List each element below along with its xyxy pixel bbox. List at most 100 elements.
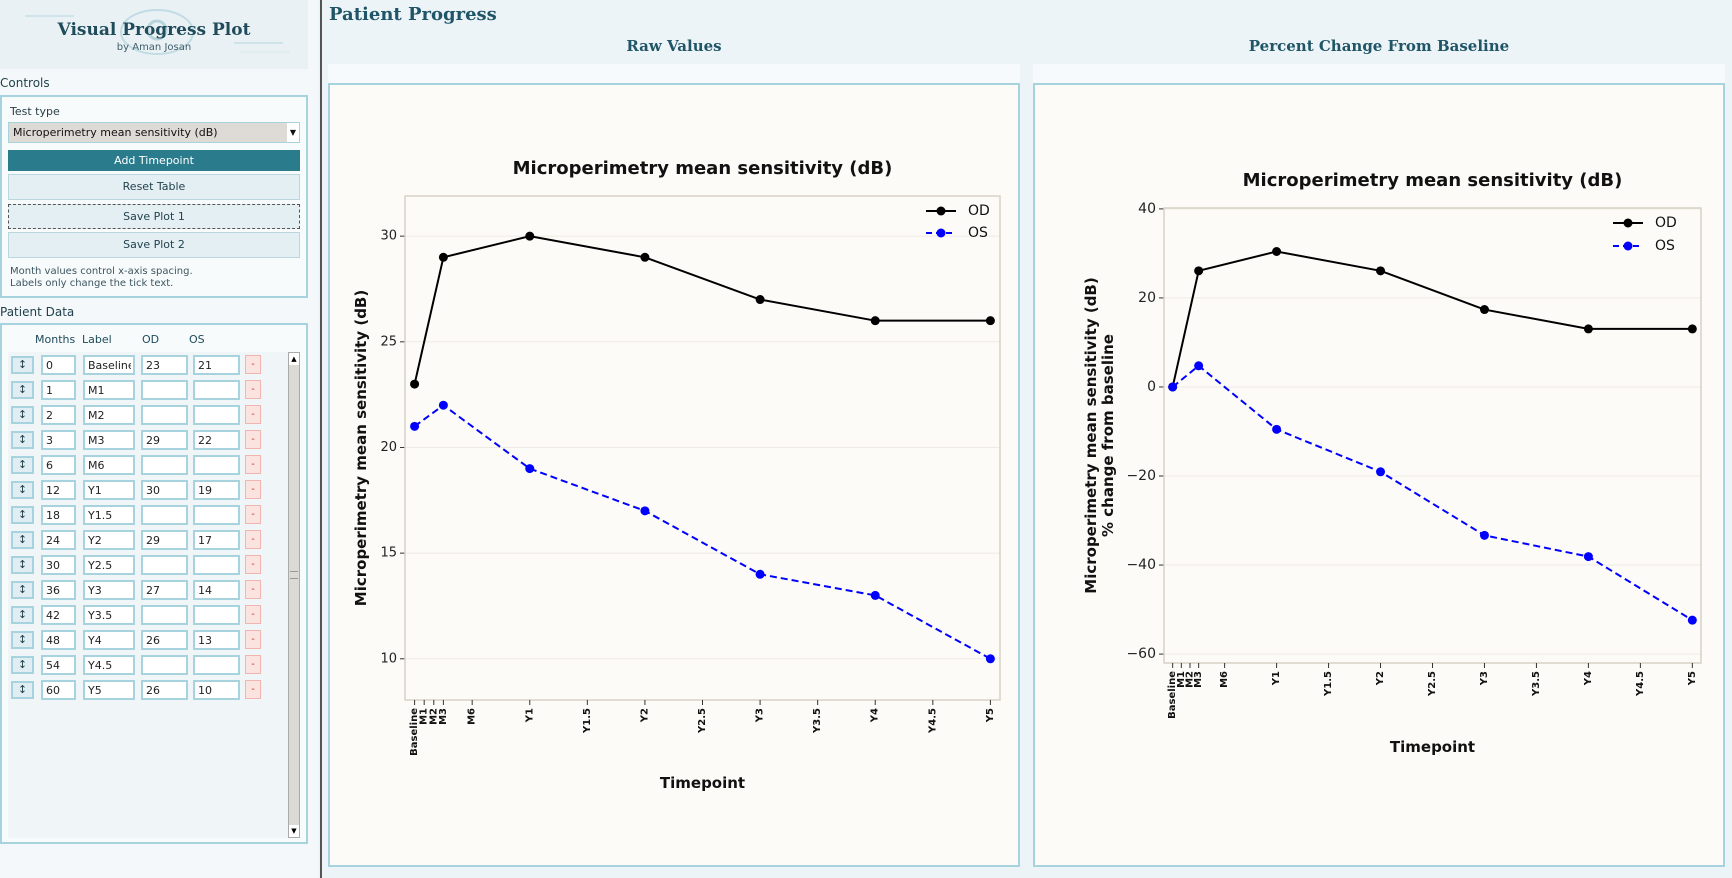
scroll-up-icon[interactable]: ▲ <box>289 353 299 365</box>
label-input[interactable] <box>83 605 135 625</box>
remove-row-button[interactable]: - <box>245 530 261 549</box>
os-input[interactable] <box>193 505 240 525</box>
remove-row-button[interactable]: - <box>245 655 261 674</box>
move-row-button[interactable]: ↕ <box>11 631 34 649</box>
move-row-button[interactable]: ↕ <box>11 531 34 549</box>
controls-label: Controls <box>0 76 50 90</box>
months-input[interactable] <box>41 430 76 450</box>
label-input[interactable] <box>83 680 135 700</box>
months-input[interactable] <box>41 655 76 675</box>
os-input[interactable] <box>193 555 240 575</box>
months-input[interactable] <box>41 405 76 425</box>
months-input[interactable] <box>41 455 76 475</box>
move-row-button[interactable]: ↕ <box>11 606 34 624</box>
move-row-button[interactable]: ↕ <box>11 581 34 599</box>
remove-row-button[interactable]: - <box>245 630 261 649</box>
os-input[interactable] <box>193 680 240 700</box>
remove-row-button[interactable]: - <box>245 555 261 574</box>
od-input[interactable] <box>141 505 188 525</box>
move-row-button[interactable]: ↕ <box>11 431 34 449</box>
move-row-button[interactable]: ↕ <box>11 381 34 399</box>
os-input[interactable] <box>193 480 240 500</box>
remove-row-button[interactable]: - <box>245 480 261 499</box>
months-input[interactable] <box>41 355 76 375</box>
remove-row-button[interactable]: - <box>245 455 261 474</box>
remove-row-button[interactable]: - <box>245 355 261 374</box>
move-row-button[interactable]: ↕ <box>11 681 34 699</box>
os-input[interactable] <box>193 355 240 375</box>
add-timepoint-button[interactable]: Add Timepoint <box>8 150 300 171</box>
save-plot-1-button[interactable]: Save Plot 1 <box>8 204 300 229</box>
od-input[interactable] <box>141 630 188 650</box>
remove-row-button[interactable]: - <box>245 430 261 449</box>
months-input[interactable] <box>41 580 76 600</box>
os-input[interactable] <box>193 380 240 400</box>
months-input[interactable] <box>41 555 76 575</box>
label-input[interactable] <box>83 630 135 650</box>
os-input[interactable] <box>193 655 240 675</box>
months-input[interactable] <box>41 630 76 650</box>
od-input[interactable] <box>141 605 188 625</box>
label-input[interactable] <box>83 480 135 500</box>
data-point-os <box>1479 530 1489 540</box>
od-input[interactable] <box>141 680 188 700</box>
months-input[interactable] <box>41 605 76 625</box>
remove-row-button[interactable]: - <box>245 580 261 599</box>
od-input[interactable] <box>141 380 188 400</box>
label-input[interactable] <box>83 505 135 525</box>
od-input[interactable] <box>141 530 188 550</box>
label-input[interactable] <box>83 580 135 600</box>
move-row-button[interactable]: ↕ <box>11 556 34 574</box>
move-row-button[interactable]: ↕ <box>11 656 34 674</box>
save-plot-2-button[interactable]: Save Plot 2 <box>8 232 300 258</box>
scroll-thumb-grip[interactable] <box>290 571 298 579</box>
scroll-down-icon[interactable]: ▼ <box>289 825 299 837</box>
remove-row-button[interactable]: - <box>245 605 261 624</box>
od-input[interactable] <box>141 355 188 375</box>
data-point-os <box>1272 424 1282 434</box>
move-row-button[interactable]: ↕ <box>11 456 34 474</box>
os-input[interactable] <box>193 580 240 600</box>
remove-row-button[interactable]: - <box>245 680 261 699</box>
os-input[interactable] <box>193 455 240 475</box>
move-row-button[interactable]: ↕ <box>11 356 34 374</box>
os-input[interactable] <box>193 430 240 450</box>
os-input[interactable] <box>193 605 240 625</box>
od-input[interactable] <box>141 405 188 425</box>
sidebar-divider[interactable] <box>320 0 322 878</box>
od-input[interactable] <box>141 480 188 500</box>
od-input[interactable] <box>141 455 188 475</box>
months-input[interactable] <box>41 480 76 500</box>
move-row-button[interactable]: ↕ <box>11 481 34 499</box>
label-input[interactable] <box>83 455 135 475</box>
label-input[interactable] <box>83 355 135 375</box>
data-point-os <box>1687 615 1697 625</box>
months-input[interactable] <box>41 380 76 400</box>
os-input[interactable] <box>193 405 240 425</box>
move-row-button[interactable]: ↕ <box>11 506 34 524</box>
move-row-button[interactable]: ↕ <box>11 406 34 424</box>
od-input[interactable] <box>141 655 188 675</box>
months-input[interactable] <box>41 530 76 550</box>
od-input[interactable] <box>141 430 188 450</box>
remove-row-button[interactable]: - <box>245 380 261 399</box>
od-input[interactable] <box>141 580 188 600</box>
table-scrollbar[interactable]: ▲ ▼ <box>288 352 300 838</box>
label-input[interactable] <box>83 430 135 450</box>
label-input[interactable] <box>83 655 135 675</box>
chevron-down-icon[interactable]: ▼ <box>287 123 299 142</box>
remove-row-button[interactable]: - <box>245 505 261 524</box>
label-input[interactable] <box>83 530 135 550</box>
os-input[interactable] <box>193 630 240 650</box>
months-input[interactable] <box>41 505 76 525</box>
label-input[interactable] <box>83 405 135 425</box>
months-input[interactable] <box>41 680 76 700</box>
label-input[interactable] <box>83 380 135 400</box>
reset-table-button[interactable]: Reset Table <box>8 174 300 200</box>
od-input[interactable] <box>141 555 188 575</box>
os-input[interactable] <box>193 530 240 550</box>
label-input[interactable] <box>83 555 135 575</box>
test-type-select[interactable]: Microperimetry mean sensitivity (dB) ▼ <box>8 122 300 143</box>
remove-row-button[interactable]: - <box>245 405 261 424</box>
